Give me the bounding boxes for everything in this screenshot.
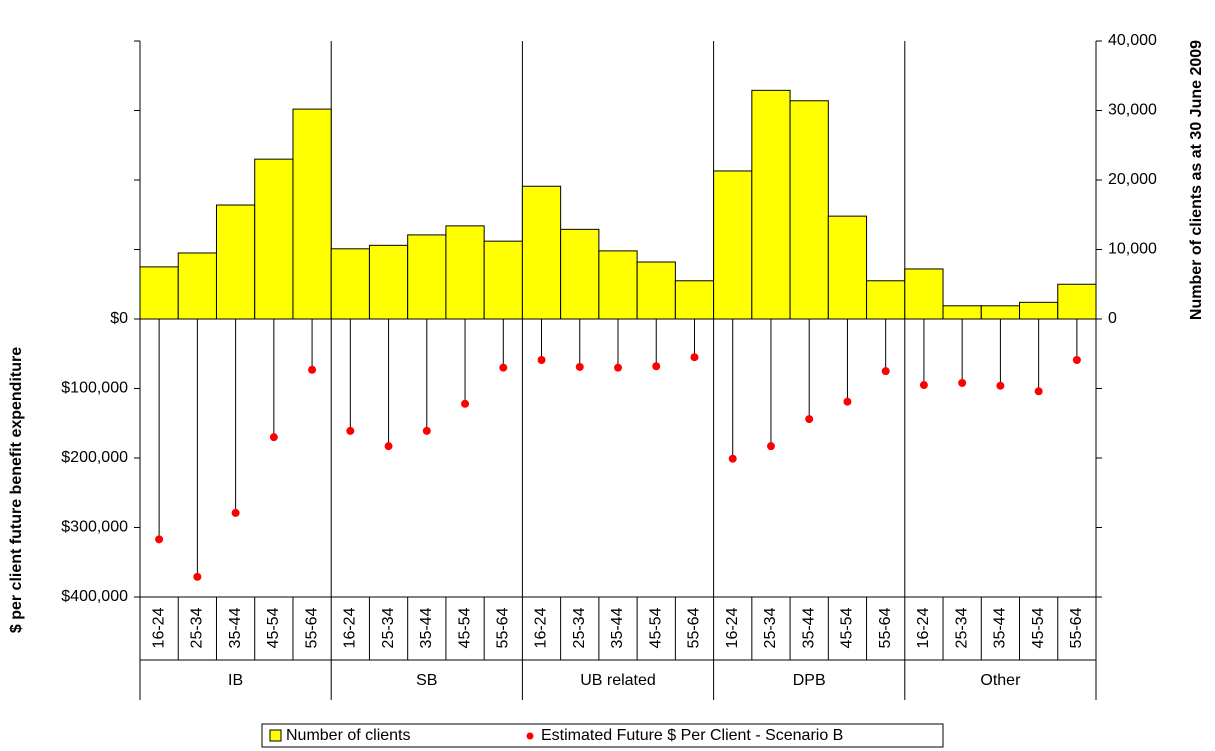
dot <box>919 381 928 390</box>
dot <box>728 454 737 463</box>
y2-tick-label: 40,000 <box>1108 32 1157 49</box>
y-axis-title: $ per client future benefit expenditure <box>8 347 25 633</box>
x-tick-label: 16-24 <box>342 607 359 648</box>
bar <box>215 204 256 320</box>
y-tick-label: $100,000 <box>61 380 128 397</box>
x-tick-label: 55-64 <box>1068 607 1085 648</box>
dot <box>614 363 622 372</box>
bar <box>980 305 1021 320</box>
bar <box>598 250 638 320</box>
dot <box>1072 356 1081 365</box>
y2-axis-title: Number of clients as at 30 June 2009 <box>1188 40 1205 320</box>
legend-label: Number of clients <box>286 727 411 744</box>
bar <box>751 89 791 320</box>
dot <box>690 353 699 362</box>
bar <box>827 215 868 320</box>
bar <box>177 252 217 320</box>
group-label: Other <box>980 672 1021 689</box>
dot <box>1034 387 1043 396</box>
bar <box>789 100 829 320</box>
x-tick-label: 35-44 <box>800 607 817 648</box>
x-tick-label: 25-34 <box>953 607 970 648</box>
legend-swatch <box>269 729 282 742</box>
dot <box>575 362 584 371</box>
x-tick-label: 45-54 <box>647 607 664 648</box>
dot <box>193 572 202 581</box>
x-tick-label: 45-54 <box>456 607 473 648</box>
group-label: UB related <box>580 672 656 689</box>
x-tick-label: 55-64 <box>686 607 703 648</box>
bar <box>904 268 944 320</box>
dot <box>269 433 278 442</box>
legend-box <box>261 723 944 748</box>
dot <box>537 356 546 365</box>
x-tick-label: 55-64 <box>494 607 511 648</box>
bar <box>674 280 715 320</box>
bar <box>292 108 332 320</box>
bar <box>1019 301 1059 320</box>
x-tick-label: 45-54 <box>265 607 282 648</box>
dot <box>308 365 317 374</box>
bar <box>713 170 753 320</box>
x-tick-label: 25-34 <box>762 607 779 648</box>
x-tick-label: 16-24 <box>533 607 550 648</box>
x-tick-label: 55-64 <box>303 607 320 648</box>
x-tick-label: 25-34 <box>571 607 588 648</box>
group-label: DPB <box>793 672 826 689</box>
bar <box>254 158 294 320</box>
x-tick-label: 16-24 <box>150 607 167 648</box>
legend-label: Estimated Future $ Per Client - Scenario… <box>541 727 843 744</box>
dot <box>384 442 393 451</box>
x-tick-label: 55-64 <box>877 607 894 648</box>
dot <box>843 397 852 406</box>
x-tick-label: 45-54 <box>1030 607 1047 648</box>
legend-swatch <box>526 732 534 740</box>
dot <box>155 535 164 544</box>
y-tick-label: $200,000 <box>61 449 128 466</box>
bar <box>139 266 179 320</box>
y2-tick-label: 30,000 <box>1108 102 1157 119</box>
bar <box>330 248 370 320</box>
y2-tick-label: 20,000 <box>1108 171 1157 188</box>
dot <box>499 363 508 372</box>
x-tick-label: 25-34 <box>380 607 397 648</box>
dot <box>766 442 775 451</box>
x-tick-label: 16-24 <box>915 607 932 648</box>
group-label: SB <box>416 672 437 689</box>
bar <box>636 261 676 320</box>
dot <box>231 508 240 517</box>
group-label: IB <box>228 672 243 689</box>
bar <box>368 244 409 320</box>
dot <box>652 362 661 371</box>
y-tick-label: $400,000 <box>61 588 128 605</box>
dot <box>422 426 431 435</box>
bar <box>407 234 447 320</box>
bar <box>521 185 562 320</box>
x-tick-label: 16-24 <box>724 607 741 648</box>
y2-tick-label: 0 <box>1108 310 1117 327</box>
y-tick-label: $300,000 <box>61 519 128 536</box>
dot <box>346 426 355 435</box>
x-tick-label: 35-44 <box>992 607 1009 648</box>
dot <box>996 381 1005 390</box>
bar <box>560 228 600 320</box>
bar <box>483 240 523 320</box>
x-tick-label: 35-44 <box>609 607 626 648</box>
bar <box>942 305 982 320</box>
dot <box>958 378 967 387</box>
x-tick-label: 45-54 <box>839 607 856 648</box>
x-tick-label: 35-44 <box>227 607 244 648</box>
dot <box>881 367 890 376</box>
bar <box>445 225 485 320</box>
dot <box>461 399 470 408</box>
bar <box>866 280 906 320</box>
bar <box>1057 283 1097 320</box>
x-tick-label: 35-44 <box>418 607 435 648</box>
y2-tick-label: 10,000 <box>1108 241 1157 258</box>
dot <box>805 415 814 424</box>
x-tick-label: 25-34 <box>189 607 206 648</box>
y-tick-label: $0 <box>110 310 128 327</box>
